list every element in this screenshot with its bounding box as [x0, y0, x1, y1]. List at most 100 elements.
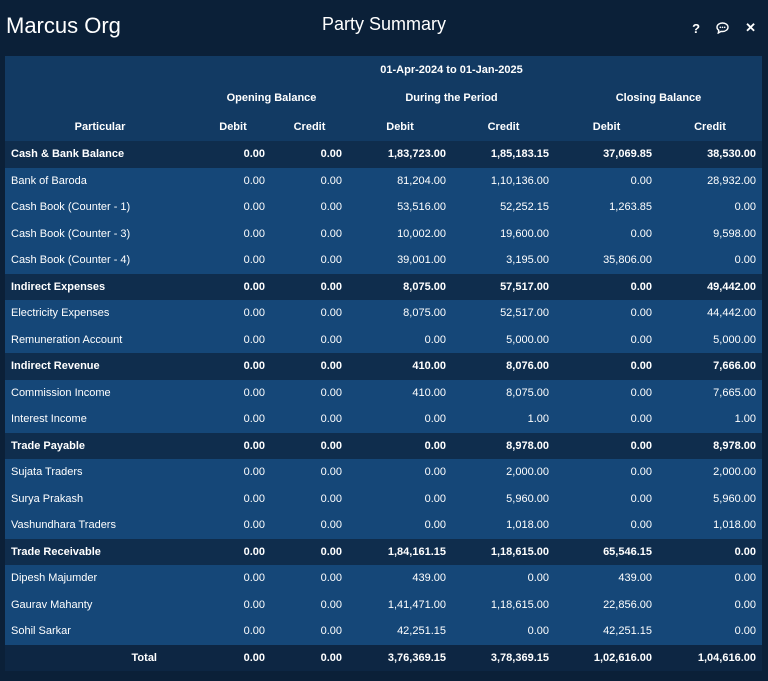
amount-cell: 2,000.00 [506, 466, 549, 479]
debit-header: Debit [219, 120, 247, 133]
particular-cell: Trade Receivable [11, 545, 101, 558]
amount-cell: 8,075.00 [403, 280, 446, 293]
table-row[interactable]: Bank of Baroda 0.00 0.00 81,204.00 1,10,136.… [5, 167, 762, 194]
amount-cell: 0.00 [243, 572, 265, 585]
amount-cell: 19,600.00 [500, 227, 549, 240]
amount-cell: 5,000.00 [506, 333, 549, 346]
opening-balance-header: Opening Balance [226, 92, 317, 104]
table-row[interactable]: Surya Prakash 0.00 0.00 0.00 5,960.00 0.00 5,9… [5, 485, 762, 512]
table-row[interactable]: Commission Income 0.00 0.00 410.00 8,075.00 0… [5, 379, 762, 406]
table-row[interactable]: Sohil Sarkar 0.00 0.00 42,251.15 0.00 42,251.… [5, 618, 762, 645]
particular-header: Particular [74, 120, 126, 133]
table-row[interactable]: Gaurav Mahanty 0.00 0.00 1,41,471.00 1,18,61… [5, 591, 762, 618]
table-row[interactable]: Interest Income 0.00 0.00 0.00 1.00 0.00 1.00 [5, 406, 762, 433]
amount-cell: 0.00 [734, 598, 756, 611]
amount-cell: 1,18,615.00 [490, 598, 549, 611]
amount-cell: 8,978.00 [506, 439, 549, 452]
amount-cell: 1.00 [527, 413, 549, 426]
party-summary-table: 01-Apr-2024 to 01-Jan-2025 Opening Balan… [5, 56, 762, 671]
amount-cell: 0.00 [243, 413, 265, 426]
amount-cell: 0.00 [630, 413, 652, 426]
table-row[interactable]: Cash Book (Counter - 1) 0.00 0.00 53,516.00… [5, 194, 762, 221]
particular-cell: Surya Prakash [11, 492, 84, 505]
amount-cell: 0.00 [527, 572, 549, 585]
amount-cell: 8,075.00 [403, 307, 446, 320]
amount-cell: 7,666.00 [713, 360, 756, 373]
page-title: Party Summary [321, 14, 447, 34]
amount-cell: 0.00 [243, 466, 265, 479]
amount-cell: 0.00 [630, 307, 652, 320]
total-amount-cell: 1,02,616.00 [593, 651, 652, 664]
org-name: Marcus Org [6, 13, 121, 38]
amount-cell: 1,41,471.00 [387, 598, 446, 611]
table-row[interactable]: Electricity Expenses 0.00 0.00 8,075.00 52,5… [5, 300, 762, 327]
particular-cell: Cash Book (Counter - 1) [11, 201, 131, 214]
amount-cell: 0.00 [243, 333, 265, 346]
amount-cell: 0.00 [243, 148, 265, 161]
total-label: Total [131, 651, 157, 664]
table-row[interactable]: Vashundhara Traders 0.00 0.00 0.00 1,018.00 0… [5, 512, 762, 539]
amount-cell: 1,85,183.15 [490, 148, 549, 161]
amount-cell: 1,18,615.00 [490, 545, 549, 558]
particular-cell: Indirect Revenue [11, 360, 100, 373]
close-icon[interactable]: ✕ [745, 20, 756, 35]
amount-cell: 2,000.00 [713, 466, 756, 479]
amount-cell: 1,10,136.00 [490, 174, 549, 187]
amount-cell: 0.00 [630, 492, 652, 505]
table-row[interactable]: Cash Book (Counter - 4) 0.00 0.00 39,001.00… [5, 247, 762, 274]
table-row[interactable]: Cash Book (Counter - 3) 0.00 0.00 10,002.00… [5, 220, 762, 247]
total-row: Total 0.00 0.00 3,76,369.15 3,78,369.15 1,02,… [5, 644, 762, 671]
amount-cell: 0.00 [424, 333, 446, 346]
amount-cell: 0.00 [424, 439, 446, 452]
amount-cell: 0.00 [243, 360, 265, 373]
chat-icon[interactable] [716, 22, 729, 34]
amount-cell: 0.00 [243, 280, 265, 293]
amount-cell: 0.00 [424, 492, 446, 505]
amount-cell: 0.00 [320, 227, 342, 240]
table-body: Cash & Bank Balance 0.00 0.00 1,83,723.00 1,… [5, 141, 762, 671]
amount-cell: 439.00 [618, 572, 652, 585]
group-row[interactable]: Indirect Revenue 0.00 0.00 410.00 8,076.00 0.… [5, 353, 762, 380]
group-row[interactable]: Trade Receivable 0.00 0.00 1,84,161.15 1,18,… [5, 538, 762, 565]
table-row[interactable]: Remuneration Account 0.00 0.00 0.00 5,000.00… [5, 326, 762, 353]
group-row[interactable]: Indirect Expenses 0.00 0.00 8,075.00 57,517.… [5, 273, 762, 300]
particular-cell: Sohil Sarkar [11, 625, 71, 638]
amount-cell: 44,442.00 [707, 307, 756, 320]
help-icon[interactable]: ? [692, 20, 701, 36]
table-row[interactable]: Dipesh Majumder 0.00 0.00 439.00 0.00 439.00 0… [5, 565, 762, 592]
amount-cell: 0.00 [320, 280, 342, 293]
amount-cell: 5,960.00 [506, 492, 549, 505]
amount-cell: 0.00 [630, 333, 652, 346]
total-amount-cell: 3,78,369.15 [490, 651, 549, 664]
group-row[interactable]: Trade Payable 0.00 0.00 0.00 8,978.00 0.00 8,9… [5, 432, 762, 459]
amount-cell: 0.00 [527, 625, 549, 638]
amount-cell: 0.00 [734, 625, 756, 638]
amount-cell: 52,517.00 [500, 307, 549, 320]
amount-cell: 0.00 [243, 254, 265, 267]
particular-cell: Cash & Bank Balance [11, 148, 125, 161]
amount-cell: 0.00 [734, 254, 756, 267]
amount-cell: 10,002.00 [397, 227, 446, 240]
amount-cell: 9,598.00 [713, 227, 756, 240]
amount-cell: 0.00 [320, 307, 342, 320]
amount-cell: 0.00 [630, 466, 652, 479]
group-row[interactable]: Cash & Bank Balance 0.00 0.00 1,83,723.00 1,… [5, 141, 762, 168]
total-amount-cell: 0.00 [320, 651, 342, 664]
amount-cell: 0.00 [320, 333, 342, 346]
amount-cell: 65,546.15 [603, 545, 652, 558]
window-controls: ? ✕ [692, 20, 756, 36]
amount-cell: 81,204.00 [397, 174, 446, 187]
particular-cell: Electricity Expenses [11, 307, 110, 320]
particular-cell: Remuneration Account [11, 333, 123, 346]
debit-header: Debit [592, 120, 621, 133]
particular-cell: Trade Payable [11, 439, 85, 452]
amount-cell: 1,018.00 [506, 519, 549, 532]
amount-cell: 35,806.00 [603, 254, 652, 267]
particular-cell: Commission Income [11, 386, 111, 399]
amount-cell: 0.00 [243, 307, 265, 320]
amount-cell: 53,516.00 [397, 201, 446, 214]
amount-cell: 8,076.00 [506, 360, 549, 373]
table-row[interactable]: Sujata Traders 0.00 0.00 0.00 2,000.00 0.00 2,… [5, 459, 762, 486]
amount-cell: 42,251.15 [397, 625, 446, 638]
amount-cell: 0.00 [630, 280, 652, 293]
